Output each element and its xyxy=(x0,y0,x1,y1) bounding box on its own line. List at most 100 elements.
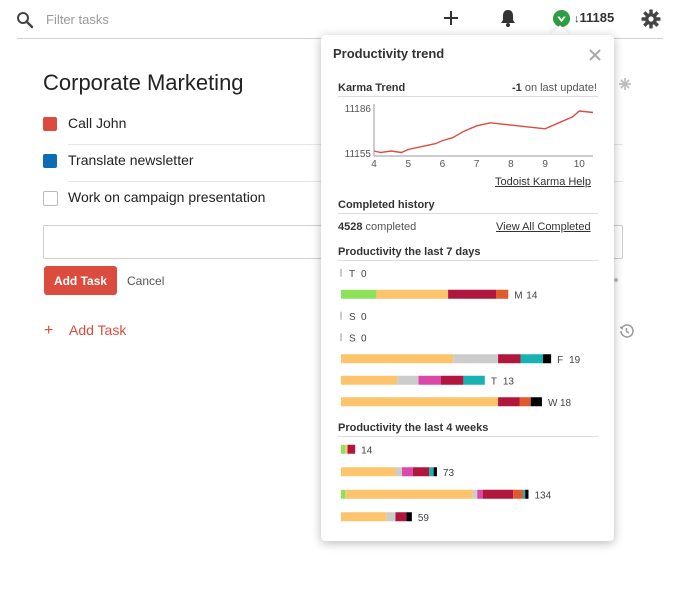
bar-segment xyxy=(463,375,485,385)
karma-x-tick-label: 8 xyxy=(508,159,514,170)
view-all-completed-link[interactable]: View All Completed xyxy=(496,221,591,233)
bar-day-label: S xyxy=(349,312,356,323)
bar-total-label: 59 xyxy=(418,513,430,524)
bar-segment xyxy=(498,354,521,364)
karma-x-tick-label: 6 xyxy=(440,159,446,170)
last7-chart: T 0M 14S 0S 0F 19T 13W 18 xyxy=(340,268,581,409)
bar-segment xyxy=(395,512,407,522)
task-label[interactable]: Call John xyxy=(68,115,127,131)
karma-trend-title: Karma Trend xyxy=(338,82,406,94)
bar-segment xyxy=(395,467,403,477)
last4-chart: 14 73 134 59 xyxy=(341,444,552,524)
karma-x-tick-label: 9 xyxy=(542,159,548,170)
karma-x-tick-label: 7 xyxy=(474,159,480,170)
bar-total-label: 14 xyxy=(361,445,373,456)
add-task-plus-icon[interactable]: + xyxy=(44,322,54,339)
last4-title: Productivity the last 4 weeks xyxy=(338,422,489,434)
bar-segment xyxy=(520,354,543,364)
pin-icon[interactable] xyxy=(617,76,633,92)
section-divider xyxy=(338,436,598,437)
bar-segment xyxy=(453,354,499,364)
bell-icon[interactable] xyxy=(497,7,519,29)
bar-segment xyxy=(530,397,542,407)
karma-x-tick-label: 4 xyxy=(371,159,377,170)
bar-segment xyxy=(341,489,346,499)
bar-segment xyxy=(418,375,441,385)
section-divider xyxy=(338,260,598,261)
karma-y-tick-label: 11155 xyxy=(345,149,372,160)
section-divider xyxy=(338,213,598,214)
completed-suffix: completed xyxy=(362,221,417,233)
add-task-button[interactable]: Add Task xyxy=(44,266,117,295)
completed-number: 4528 xyxy=(338,221,363,233)
task-label[interactable]: Translate newsletter xyxy=(68,152,194,168)
bar-total-label: 18 xyxy=(560,398,572,409)
bar-segment xyxy=(412,467,430,477)
bar-segment xyxy=(525,489,529,499)
bar-segment xyxy=(345,489,473,499)
task-checkbox[interactable] xyxy=(43,154,57,168)
bar-total-label: 0 xyxy=(361,269,367,280)
plus-icon[interactable] xyxy=(441,8,461,28)
section-divider xyxy=(338,96,598,97)
bar-segment xyxy=(386,512,396,522)
bar-segment xyxy=(406,512,412,522)
bar-day-label: F xyxy=(557,355,563,366)
close-icon[interactable] xyxy=(588,48,602,62)
bar-segment xyxy=(498,397,520,407)
search-icon[interactable] xyxy=(16,11,34,29)
task-label[interactable]: Work on campaign presentation xyxy=(68,189,266,205)
bar-segment xyxy=(519,397,531,407)
overflow-dot xyxy=(614,278,618,282)
karma-count[interactable]: ↓11185 xyxy=(574,10,614,25)
karma-down-arrow: ↓ xyxy=(574,13,580,25)
karma-x-tick-label: 5 xyxy=(405,159,411,170)
karma-y-tick-label: 11186 xyxy=(345,104,372,115)
bar-segment xyxy=(402,467,413,477)
bar-segment xyxy=(341,375,398,385)
bar-segment xyxy=(482,489,514,499)
karma-update-note: -1 on last update! xyxy=(505,82,597,94)
bar-day-label: S xyxy=(349,333,356,344)
last7-title: Productivity the last 7 days xyxy=(338,246,481,258)
karma-trend-line xyxy=(373,110,594,154)
bar-segment xyxy=(496,289,509,299)
bar-segment xyxy=(341,512,387,522)
popup-title: Productivity trend xyxy=(333,46,445,61)
search-input[interactable] xyxy=(46,12,296,27)
bar-segment xyxy=(477,489,483,499)
karma-delta: -1 xyxy=(511,82,522,94)
bar-segment xyxy=(341,467,396,477)
project-title: Corporate Marketing xyxy=(43,70,244,95)
bar-segment xyxy=(376,289,449,299)
task-row[interactable]: Work on campaign presentation xyxy=(43,182,623,219)
bar-segment xyxy=(523,489,526,499)
bar-day-label: T xyxy=(349,269,355,280)
task-checkbox[interactable] xyxy=(43,191,58,206)
bar-segment xyxy=(433,467,437,477)
bar-segment xyxy=(347,444,356,454)
bar-segment xyxy=(542,354,552,364)
completed-count: 4528 completed xyxy=(338,221,416,233)
bar-total-label: 0 xyxy=(361,333,367,344)
task-checkbox[interactable] xyxy=(43,117,57,131)
bar-total-label: 19 xyxy=(569,355,581,366)
bar-total-label: 134 xyxy=(534,490,551,501)
bar-segment xyxy=(397,375,419,385)
bar-day-label: W xyxy=(548,398,558,409)
bar-segment xyxy=(472,489,478,499)
karma-help-link[interactable]: Todoist Karma Help xyxy=(495,176,591,188)
add-task-link[interactable]: Add Task xyxy=(69,322,127,338)
history-icon[interactable] xyxy=(617,322,635,340)
bar-segment xyxy=(448,289,497,299)
bar-total-label: 13 xyxy=(503,376,515,387)
gear-icon[interactable] xyxy=(640,8,662,30)
karma-icon[interactable] xyxy=(552,9,571,28)
bar-segment xyxy=(513,489,524,499)
cancel-button[interactable]: Cancel xyxy=(127,274,165,288)
karma-count-value: 11185 xyxy=(579,10,615,25)
bar-segment xyxy=(429,467,434,477)
bar-segment xyxy=(341,444,346,454)
bar-segment xyxy=(341,354,454,364)
